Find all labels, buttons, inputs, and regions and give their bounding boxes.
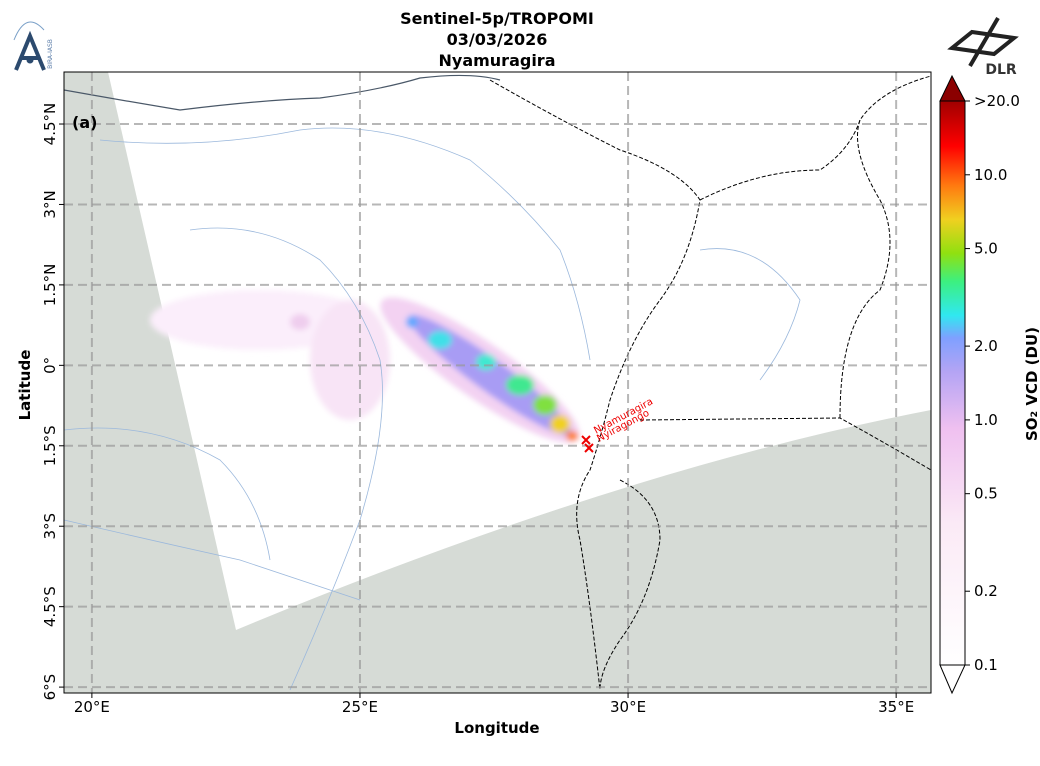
colorbar-tick-label: 10.0 — [974, 166, 1007, 184]
map-area: Nyamuragira Nyiragongo — [64, 72, 931, 693]
logo-mark — [14, 30, 46, 71]
logo-mark — [13, 21, 45, 41]
plume-core — [428, 331, 452, 349]
y-tick-label: 3°S — [41, 513, 59, 540]
border-line — [489, 79, 701, 691]
border-line — [639, 417, 931, 471]
plume-core — [506, 375, 534, 395]
y-tick-label: 1.5°N — [41, 264, 59, 307]
colorbar-tick-label: 2.0 — [974, 337, 998, 355]
y-axis-label: Latitude — [16, 350, 34, 421]
title-line: Sentinel-5p/TROPOMI — [400, 9, 594, 28]
colorbar-tick-label: 1.0 — [974, 411, 998, 429]
x-tick-label: 35°E — [878, 698, 914, 716]
river — [189, 227, 383, 691]
logo-text: BIRA-IASB — [47, 39, 54, 69]
plume-core — [566, 431, 578, 441]
logo-mark — [26, 56, 34, 64]
logo-mark — [947, 16, 1019, 68]
y-tick-label: 6°S — [41, 674, 59, 701]
colorbar — [939, 100, 966, 666]
border-line — [599, 479, 661, 691]
border-line — [839, 75, 931, 419]
dlr-logo: DLR — [947, 16, 1019, 78]
x-tick-label: 25°E — [342, 698, 378, 716]
x-tick-label: 20°E — [74, 698, 110, 716]
title-line: Nyamuragira — [439, 51, 556, 70]
y-tick-label: 4.5°S — [41, 586, 59, 627]
logo-text: DLR — [985, 62, 1017, 78]
river — [64, 519, 361, 601]
plume-core — [476, 354, 496, 370]
x-axis-label: Longitude — [454, 719, 539, 737]
map-frame — [63, 71, 932, 694]
colorbar-label: SO₂ VCD (DU) — [1023, 327, 1040, 441]
river — [699, 248, 801, 381]
colorbar-tick-label: 5.0 — [974, 240, 998, 258]
grid — [64, 72, 931, 693]
y-tick-label: 3°N — [41, 190, 59, 218]
y-tick-label: 0° — [41, 357, 59, 374]
colorbar-tick-label: 0.5 — [974, 485, 998, 503]
colorbar-extend-low — [939, 664, 966, 695]
border-line — [64, 74, 501, 111]
bira-logo: BIRA-IASB — [13, 21, 54, 71]
swath — [108, 72, 931, 630]
panel-label: (a) — [72, 113, 97, 132]
plume — [150, 290, 580, 443]
y-tick-label: 1.5°S — [41, 425, 59, 466]
colorbar-tick-label: >20.0 — [974, 92, 1020, 110]
plume-core — [550, 415, 570, 433]
river — [64, 427, 271, 561]
x-tick-label: 30°E — [610, 698, 646, 716]
plume-haze — [310, 300, 390, 420]
colorbar-tick-label: 0.2 — [974, 582, 998, 600]
plume-haze — [290, 314, 310, 330]
y-tick-label: 4.5°N — [41, 103, 59, 146]
plume-core — [406, 316, 418, 328]
rivers — [64, 127, 801, 691]
colorbar-extend-high — [939, 74, 966, 102]
colorbar-tick-label: 0.1 — [974, 656, 998, 674]
title-line: 03/03/2026 — [447, 30, 548, 49]
river — [99, 127, 591, 361]
plume-core — [533, 395, 557, 415]
volcano-marker — [581, 435, 594, 453]
